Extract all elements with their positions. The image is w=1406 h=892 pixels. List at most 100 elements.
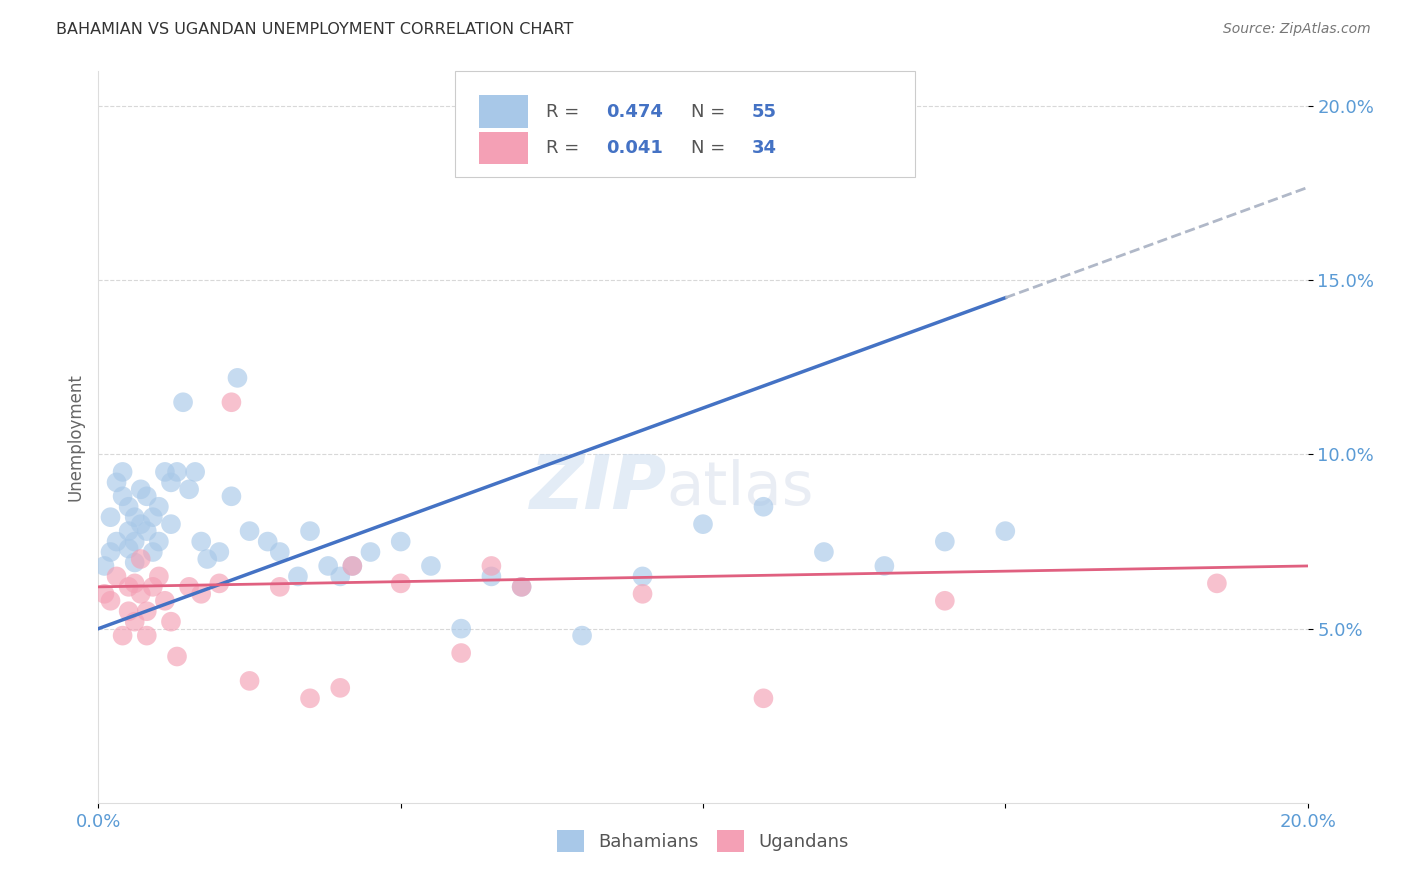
FancyBboxPatch shape [479,132,527,164]
Point [360,545,382,559]
Point [269,545,291,559]
Point [111,489,134,503]
Y-axis label: Unemployment: Unemployment [66,373,84,501]
Text: R =: R = [546,139,585,157]
Point [179,483,201,497]
Point [100,545,122,559]
Point [142,580,165,594]
Point [631,569,654,583]
Text: 0.474: 0.474 [606,103,664,120]
Point [124,534,146,549]
FancyBboxPatch shape [479,95,527,128]
Point [166,465,188,479]
Point [105,534,128,549]
Point [873,558,896,573]
Point [190,534,212,549]
Point [316,558,339,573]
Point [172,395,194,409]
Point [184,465,207,479]
Point [148,569,170,583]
Point [481,558,503,573]
Point [160,615,183,629]
Point [510,580,533,594]
Point [179,580,201,594]
Point [142,510,165,524]
Point [208,545,231,559]
Point [135,604,157,618]
Point [342,558,364,573]
Legend: Bahamians, Ugandans: Bahamians, Ugandans [550,823,856,860]
Point [124,510,146,524]
Point [450,646,472,660]
Point [153,465,176,479]
Point [226,371,249,385]
Point [124,576,146,591]
Point [329,569,352,583]
Point [129,587,152,601]
Point [692,517,714,532]
Point [118,524,141,538]
Point [111,629,134,643]
Point [752,500,775,514]
Point [153,594,176,608]
Point [752,691,775,706]
Point [166,649,188,664]
Point [105,569,128,583]
Point [934,594,956,608]
Point [1206,576,1229,591]
Point [129,552,152,566]
Point [299,524,322,538]
Point [124,615,146,629]
Point [256,534,278,549]
Point [239,524,262,538]
Point [221,489,243,503]
Point [190,587,212,601]
Point [100,594,122,608]
Point [994,524,1017,538]
Point [389,576,412,591]
Text: 0.041: 0.041 [606,139,664,157]
Point [148,534,170,549]
Point [160,475,183,490]
Point [129,517,152,532]
Point [631,587,654,601]
Point [510,580,533,594]
Point [420,558,443,573]
Point [135,524,157,538]
Point [118,500,141,514]
Point [118,541,141,556]
Point [195,552,218,566]
Point [100,510,122,524]
Text: R =: R = [546,103,585,120]
Point [93,558,115,573]
Point [135,489,157,503]
Text: Source: ZipAtlas.com: Source: ZipAtlas.com [1223,22,1371,37]
Point [111,465,134,479]
FancyBboxPatch shape [456,71,915,178]
Point [118,604,141,618]
Point [571,629,593,643]
Point [813,545,835,559]
Point [118,580,141,594]
Text: atlas: atlas [666,458,814,517]
Text: BAHAMIAN VS UGANDAN UNEMPLOYMENT CORRELATION CHART: BAHAMIAN VS UGANDAN UNEMPLOYMENT CORRELA… [56,22,574,37]
Point [221,395,243,409]
Point [142,545,165,559]
Text: 55: 55 [751,103,776,120]
Point [450,622,472,636]
Point [299,691,322,706]
Text: N =: N = [690,103,731,120]
Point [389,534,412,549]
Point [135,629,157,643]
Text: N =: N = [690,139,731,157]
Point [269,580,291,594]
Point [239,673,262,688]
Point [342,558,364,573]
Text: 34: 34 [751,139,776,157]
Point [481,569,503,583]
Point [93,587,115,601]
Point [105,475,128,490]
Point [160,517,183,532]
Point [934,534,956,549]
Text: ZIP: ZIP [530,451,666,524]
